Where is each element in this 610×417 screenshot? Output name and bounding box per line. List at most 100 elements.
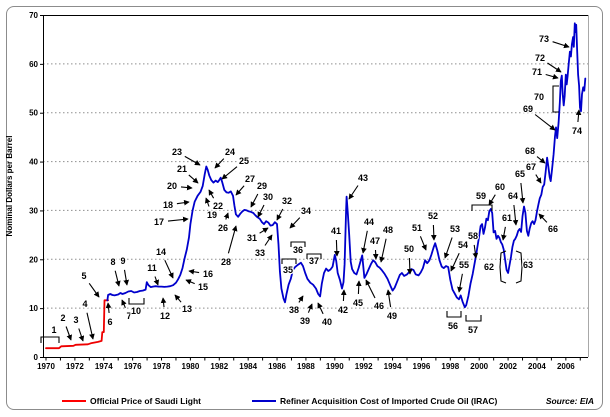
annotation-arrow-71 xyxy=(545,73,559,80)
annotation-arrow-38 xyxy=(297,295,304,303)
annotation-label-26: 26 xyxy=(218,223,228,233)
y-tick-label-60: 60 xyxy=(29,60,38,69)
annotation-label-64: 64 xyxy=(508,191,518,201)
annotation-label-45: 45 xyxy=(353,298,363,308)
annotation-arrow-19 xyxy=(204,197,211,207)
annotation-arrow-31 xyxy=(259,227,269,234)
annotation-arrow-22 xyxy=(208,189,215,199)
bracket-9 xyxy=(499,250,507,284)
x-tick-label-1992: 1992 xyxy=(355,362,373,371)
annotation-arrow-40 xyxy=(317,302,324,315)
annotation-label-44: 44 xyxy=(364,217,374,227)
annotation-arrow-42 xyxy=(340,289,347,302)
annotation-arrow-58 xyxy=(472,244,479,259)
bracket-5 xyxy=(306,253,322,259)
legend-item-saudi-light: Official Price of Saudi Light xyxy=(62,396,201,406)
legend: Official Price of Saudi Light Refiner Ac… xyxy=(0,394,610,410)
annotation-arrow-2 xyxy=(65,326,72,341)
bracket-7 xyxy=(465,315,482,322)
bracket-10 xyxy=(515,250,523,284)
annotation-arrow-23 xyxy=(184,155,201,166)
annotation-label-55: 55 xyxy=(459,260,469,270)
annotation-label-58: 58 xyxy=(468,231,478,241)
annotation-arrow-46 xyxy=(365,279,376,299)
annotation-arrow-65 xyxy=(519,182,526,204)
annotation-label-59: 59 xyxy=(476,191,486,201)
annotation-label-21: 21 xyxy=(177,164,187,174)
bracket-8 xyxy=(471,204,493,211)
bracket-11 xyxy=(552,85,559,113)
annotation-label-31: 31 xyxy=(247,233,257,243)
annotation-arrow-43 xyxy=(348,185,359,200)
annotation-arrow-50 xyxy=(406,257,413,275)
annotation-label-65: 65 xyxy=(515,169,525,179)
annotation-label-20: 20 xyxy=(167,181,177,191)
annotation-label-18: 18 xyxy=(163,200,173,210)
annotation-label-6: 6 xyxy=(107,317,112,327)
annotation-label-3: 3 xyxy=(73,315,78,325)
annotation-label-36: 36 xyxy=(293,245,303,255)
x-tick-label-1990: 1990 xyxy=(326,362,344,371)
annotation-label-61: 61 xyxy=(502,213,512,223)
annotation-label-12: 12 xyxy=(160,311,170,321)
annotation-label-8: 8 xyxy=(110,257,115,267)
annotation-arrow-55 xyxy=(457,273,463,293)
annotation-arrow-3 xyxy=(78,328,85,342)
bracket-6 xyxy=(446,311,462,318)
annotation-label-54: 54 xyxy=(458,240,468,250)
annotation-arrow-30 xyxy=(257,204,265,218)
x-tick-label-1972: 1972 xyxy=(66,362,84,371)
x-tick-label-1980: 1980 xyxy=(182,362,200,371)
annotation-arrow-13 xyxy=(174,294,182,303)
annotation-label-13: 13 xyxy=(182,304,192,314)
x-tick-label-1996: 1996 xyxy=(413,362,431,371)
annotation-arrow-9 xyxy=(123,269,130,286)
legend-label-saudi-light: Official Price of Saudi Light xyxy=(90,396,201,406)
x-tick-label-2006: 2006 xyxy=(557,362,575,371)
annotation-arrow-24 xyxy=(214,158,225,169)
annotation-label-11: 11 xyxy=(147,263,157,273)
annotation-label-2: 2 xyxy=(60,313,65,323)
annotation-arrow-17 xyxy=(167,216,189,223)
annotation-label-69: 69 xyxy=(523,104,533,114)
y-tick-label-0: 0 xyxy=(34,353,39,362)
annotation-label-67: 67 xyxy=(526,162,536,172)
annotation-label-52: 52 xyxy=(428,211,438,221)
x-tick-label-1978: 1978 xyxy=(153,362,171,371)
annotation-label-66: 66 xyxy=(548,224,558,234)
series xyxy=(45,22,587,350)
bracket-1 xyxy=(40,336,60,343)
y-axis-title: Nominal Dollars per Barrel xyxy=(5,136,14,237)
annotation-label-9: 9 xyxy=(120,256,125,266)
annotation-arrow-54 xyxy=(450,252,460,272)
x-tick-label-1984: 1984 xyxy=(239,362,257,371)
annotation-label-15: 15 xyxy=(198,282,208,292)
annotation-arrow-60 xyxy=(488,194,496,206)
annotation-arrow-66 xyxy=(538,213,548,223)
annotation-arrow-48 xyxy=(379,238,387,263)
x-tick-label-2002: 2002 xyxy=(499,362,517,371)
annotation-arrow-68 xyxy=(536,156,546,164)
annotation-label-10: 10 xyxy=(131,306,141,316)
annotation-arrow-53 xyxy=(443,237,453,259)
annotation-arrow-51 xyxy=(419,236,427,251)
annotation-label-39: 39 xyxy=(300,316,310,326)
legend-item-irac: Refiner Acquisition Cost of Imported Cru… xyxy=(252,396,497,406)
annotation-arrow-39 xyxy=(307,303,313,313)
x-tick-label-1974: 1974 xyxy=(95,362,113,371)
annotation-arrow-21 xyxy=(188,174,199,184)
annotation-label-62: 62 xyxy=(484,262,494,272)
annotation-label-34: 34 xyxy=(301,206,311,216)
annotation-arrow-4 xyxy=(86,312,95,340)
annotation-arrow-16 xyxy=(188,268,200,275)
y-tick-label-20: 20 xyxy=(29,255,38,264)
annotation-arrow-5 xyxy=(88,282,100,298)
annotation-label-27: 27 xyxy=(245,174,255,184)
annotation-arrow-61 xyxy=(501,226,507,241)
annotation-arrow-72 xyxy=(547,62,562,73)
annotation-arrow-26 xyxy=(223,212,230,220)
bracket-4 xyxy=(290,241,306,247)
annotation-arrow-64 xyxy=(512,204,519,226)
annotation-arrow-28 xyxy=(227,225,238,254)
